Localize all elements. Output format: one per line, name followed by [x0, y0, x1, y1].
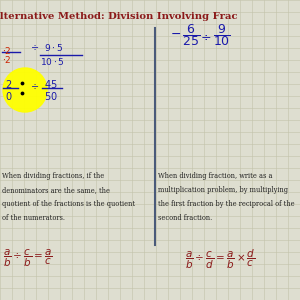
Text: $9 \cdot 5$: $9 \cdot 5$	[44, 42, 63, 53]
Text: $2$: $2$	[5, 78, 12, 90]
Text: $-\,\dfrac{6}{25}$: $-\,\dfrac{6}{25}$	[170, 22, 200, 48]
Text: of the numerators.: of the numerators.	[2, 214, 65, 222]
Text: $\div$: $\div$	[200, 30, 211, 43]
Text: $50$: $50$	[44, 90, 58, 102]
Text: $10 \cdot 5$: $10 \cdot 5$	[40, 56, 65, 67]
Text: denominators are the same, the: denominators are the same, the	[2, 186, 110, 194]
Text: $\div$: $\div$	[30, 82, 39, 91]
Text: $\dfrac{a}{b} \div \dfrac{c}{b} = \dfrac{a}{c}$: $\dfrac{a}{b} \div \dfrac{c}{b} = \dfrac…	[3, 248, 53, 269]
Text: the first fraction by the reciprocal of the: the first fraction by the reciprocal of …	[158, 200, 295, 208]
Text: multiplication problem, by multiplying: multiplication problem, by multiplying	[158, 186, 288, 194]
Text: When dividing fractions, if the: When dividing fractions, if the	[2, 172, 104, 180]
Text: $\dfrac{a}{b} \div \dfrac{c}{d} = \dfrac{a}{b} \times \dfrac{d}{c}$: $\dfrac{a}{b} \div \dfrac{c}{d} = \dfrac…	[185, 248, 255, 271]
Text: quotient of the fractions is the quotient: quotient of the fractions is the quotien…	[2, 200, 135, 208]
Text: When dividing fraction, write as a: When dividing fraction, write as a	[158, 172, 272, 180]
Text: Alternative Method: Division Involving Frac: Alternative Method: Division Involving F…	[0, 12, 238, 21]
Text: $45$: $45$	[44, 78, 58, 90]
Text: $\div$: $\div$	[30, 43, 39, 52]
Text: $\cdot 2$: $\cdot 2$	[2, 45, 12, 56]
Text: $0$: $0$	[5, 90, 13, 102]
Text: $\dfrac{9}{10}$: $\dfrac{9}{10}$	[213, 22, 231, 48]
Text: $\cdot 2$: $\cdot 2$	[2, 54, 12, 65]
Circle shape	[3, 68, 47, 112]
Text: second fraction.: second fraction.	[158, 214, 212, 222]
